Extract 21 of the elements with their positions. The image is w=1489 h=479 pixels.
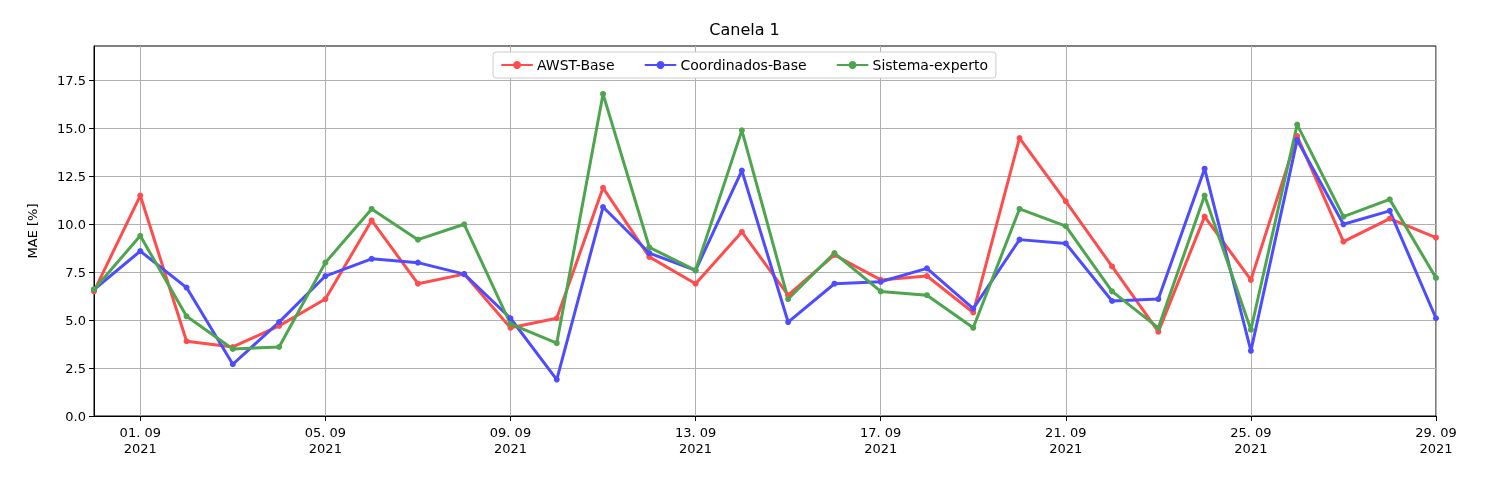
x-tick-label: 09. 09 2021 [489, 424, 532, 456]
legend-label: AWST-Base [537, 57, 615, 73]
x-tick-label: 13. 09 2021 [674, 424, 717, 456]
y-tick-label: 10.0 [57, 216, 86, 232]
legend-label: Coordinados-Base [680, 57, 807, 73]
y-tick-label: 5.0 [65, 312, 86, 328]
y-tick-label: 0.0 [65, 408, 86, 424]
x-tick-label: 25. 09 2021 [1230, 424, 1272, 456]
x-tick-label: 01. 09 2021 [119, 424, 161, 456]
chart-title: Canela 1 [709, 19, 780, 39]
x-tick-label: 21. 09 2021 [1045, 424, 1087, 456]
x-tick-label: 17. 09 2021 [860, 424, 902, 456]
y-tick-label: 12.5 [57, 168, 86, 184]
y-tick-label: 7.5 [65, 264, 86, 280]
legend-label: Sistema-experto [872, 57, 988, 73]
y-tick-label: 17.5 [57, 73, 86, 89]
x-tick-label: 29. 09 2021 [1415, 424, 1457, 456]
y-axis-title: MAE [%] [25, 203, 40, 259]
x-tick-label: 05. 09 2021 [304, 424, 347, 456]
y-tick-label: 2.5 [65, 360, 86, 376]
y-tick-label: 15.0 [57, 120, 86, 136]
